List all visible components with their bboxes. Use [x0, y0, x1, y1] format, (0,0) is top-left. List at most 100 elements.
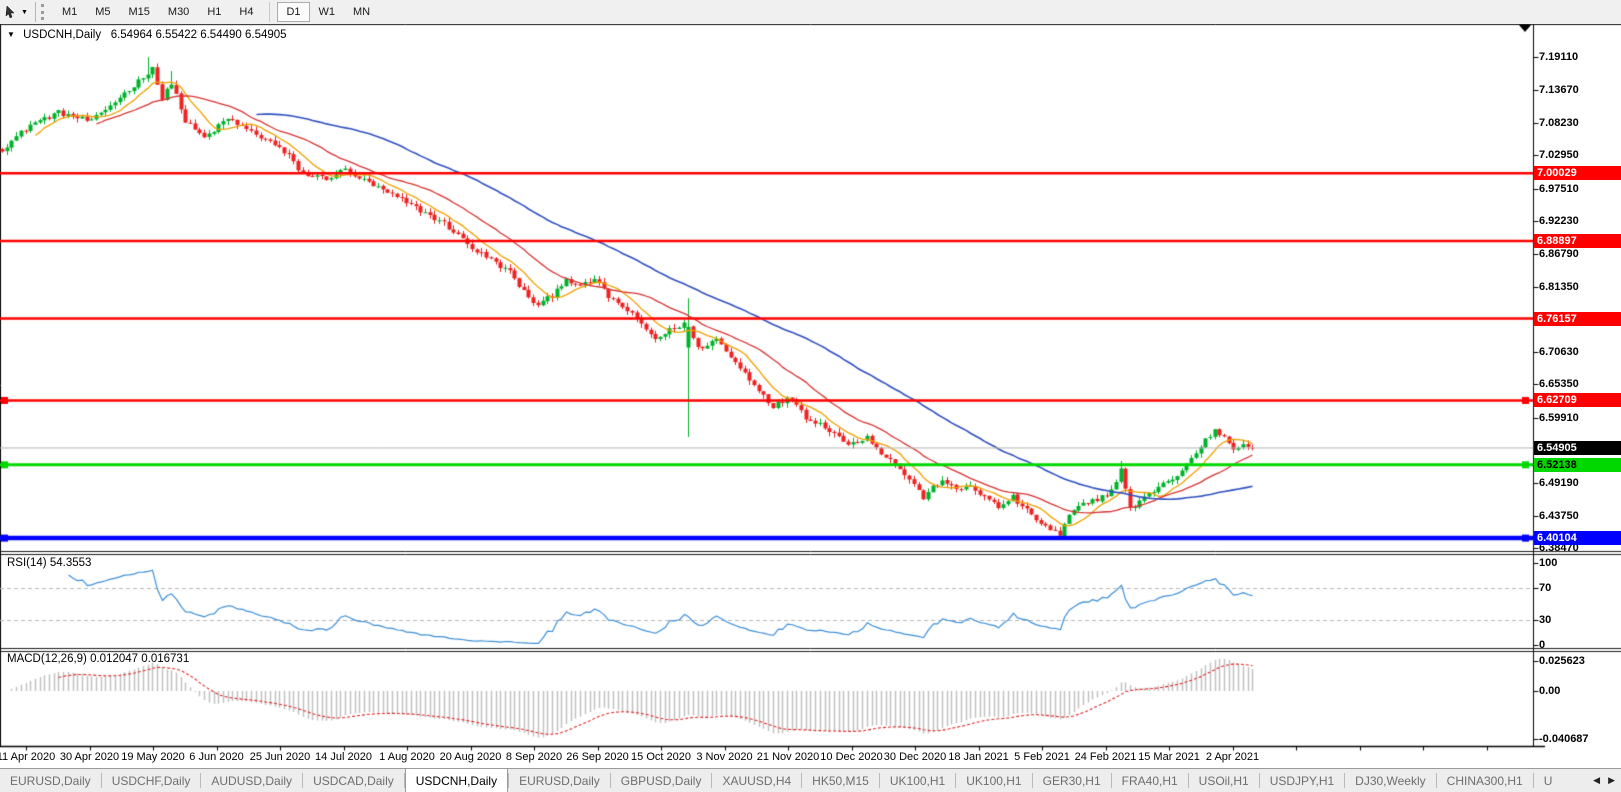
hline-price-tag[interactable]: 6.88897 [1534, 234, 1621, 248]
date-label: 24 Feb 2021 [1074, 751, 1137, 763]
date-label: 18 Jan 2021 [948, 751, 1009, 763]
price-tick-label: 7.08230 [1539, 117, 1579, 130]
chart-dropdown-icon[interactable]: ▼ [7, 30, 15, 39]
tab-item[interactable]: EURUSD,Daily [10, 773, 91, 788]
timeframe-button-mn[interactable]: MN [344, 2, 379, 22]
rsi-level-label: 70 [1539, 581, 1552, 594]
tab-divider [878, 773, 880, 788]
tab-divider [955, 773, 957, 788]
timeframe-button-m1[interactable]: M1 [53, 2, 86, 22]
price-tick-label: 6.49190 [1539, 476, 1579, 489]
toolbar-separator [34, 2, 36, 22]
date-label: 2 Apr 2021 [1205, 751, 1260, 763]
date-label: 30 Dec 2020 [883, 751, 947, 763]
macd-axis-label: 0.025623 [1539, 654, 1585, 667]
tab-item[interactable]: CHINA300,H1 [1446, 773, 1523, 788]
tab-item[interactable]: UK100,H1 [966, 773, 1022, 788]
date-label: 8 Sep 2020 [505, 751, 563, 763]
tab-item[interactable]: UK100,H1 [889, 773, 946, 788]
tab-divider [801, 773, 803, 788]
tab-divider [200, 773, 202, 788]
rsi-indicator-label: RSI(14) 54.3553 [7, 557, 92, 569]
price-tick-label: 6.86790 [1539, 247, 1579, 260]
tab-item[interactable]: GER30,H1 [1042, 773, 1101, 788]
price-tick-label: 6.97510 [1539, 182, 1579, 195]
price-tick-label: 7.02950 [1539, 149, 1579, 162]
timeframe-button-m30[interactable]: M30 [159, 2, 198, 22]
hline-price-tag[interactable]: 6.62709 [1534, 393, 1621, 408]
tab-item[interactable]: USOil,H1 [1198, 773, 1249, 788]
tabs-scroll-left-button[interactable]: ◀ [1593, 775, 1601, 785]
tab-divider [1344, 773, 1346, 788]
hline-price-tag[interactable]: 6.76157 [1534, 311, 1621, 326]
toolbar-grip[interactable] [40, 4, 47, 20]
timeframe-button-w1[interactable]: W1 [310, 2, 345, 22]
tab-item[interactable]: EURUSD,Daily [519, 773, 600, 788]
hline-price-tag[interactable]: 7.00029 [1534, 166, 1621, 181]
tab-divider [100, 773, 102, 788]
date-label: 21 Nov 2020 [756, 751, 820, 763]
rsi-level-label: 30 [1539, 614, 1552, 627]
price-tick-label: 6.92230 [1539, 214, 1579, 227]
tab-divider [1435, 773, 1437, 788]
date-label: 14 Jul 2020 [315, 751, 372, 763]
rsi-value: 54.3553 [49, 557, 92, 569]
tab-divider [609, 773, 611, 788]
tab-item[interactable]: DJ30,Weekly [1355, 773, 1426, 788]
macd-axis-label: 0.00 [1539, 685, 1561, 697]
tab-item[interactable]: USDJPY,H1 [1269, 773, 1335, 788]
tab-item[interactable]: USDCAD,Daily [313, 773, 394, 788]
hline-price-tag[interactable]: 6.40104 [1534, 531, 1621, 546]
timeframe-button-h4[interactable]: H4 [230, 2, 262, 22]
price-tick-label: 7.19110 [1539, 51, 1579, 64]
price-tick-label: 6.65350 [1539, 378, 1579, 391]
date-label: 1 Aug 2020 [379, 751, 435, 763]
tab-divider [1187, 773, 1189, 788]
price-tick-label: 6.43750 [1539, 509, 1579, 522]
hline-price-tag[interactable]: 6.52138 [1534, 457, 1621, 472]
cursor-tool-icon[interactable] [4, 5, 18, 19]
chart-ohlc-values: 6.54964 6.55422 6.54490 6.54905 [110, 29, 287, 41]
symbol-tab-bar: EURUSD,Daily USDCHF,Daily AUDUSD,Daily USDC… [0, 768, 1621, 792]
cursor-tool-caret-icon[interactable]: ▼ [21, 8, 28, 16]
price-tick-label: 6.81350 [1539, 280, 1579, 293]
tab-item[interactable]: HK50,M15 [812, 773, 869, 788]
timeframe-button-m5[interactable]: M5 [86, 2, 119, 22]
timeframe-button-h1[interactable]: H1 [198, 2, 230, 22]
tab-divider [1532, 773, 1534, 788]
date-label: 15 Mar 2021 [1138, 751, 1200, 763]
toolbar: ▼ M1 M5 M15 M30 H1 H4 D1 W1 MN [0, 0, 1621, 24]
tab-divider [508, 773, 510, 788]
date-label: 5 Feb 2021 [1014, 751, 1070, 763]
date-label: 11 Apr 2020 [0, 751, 56, 763]
tab-divider [1110, 773, 1112, 788]
tab-divider [1258, 773, 1260, 788]
price-tick-label: 7.13670 [1539, 84, 1579, 97]
timeframe-group-separator [262, 2, 271, 22]
tab-item[interactable]: GBPUSD,Daily [620, 773, 702, 788]
rsi-level-label: 100 [1539, 557, 1558, 569]
date-label: 6 Jun 2020 [189, 751, 244, 763]
current-price-tag: 6.54905 [1534, 440, 1621, 455]
timeframe-button-m15[interactable]: M15 [120, 2, 159, 22]
date-label: 3 Nov 2020 [696, 751, 753, 763]
macd-indicator-label: MACD(12,26,9) 0.012047 0.016731 [7, 653, 190, 665]
tab-item[interactable]: XAUUSD,H4 [722, 773, 792, 788]
tab-item[interactable]: U [1543, 773, 1553, 788]
tabs-scroll-right-button[interactable]: ▶ [1608, 775, 1615, 785]
tab-item[interactable]: AUDUSD,Daily [211, 773, 293, 788]
date-label: 30 Apr 2020 [59, 751, 120, 763]
macd-axis-label: -0.040687 [1539, 733, 1589, 746]
tab-item[interactable]: USDCHF,Daily [111, 773, 191, 788]
tab-divider [1031, 773, 1033, 788]
tab-divider [403, 773, 405, 788]
tab-item[interactable]: USDCNH,Daily [404, 769, 509, 792]
chart-title: ▼ USDCNH,Daily 6.54964 6.55422 6.54490 6… [7, 29, 287, 41]
tab-item[interactable]: FRA40,H1 [1121, 773, 1178, 788]
rsi-level-label: 0 [1539, 639, 1546, 651]
date-label: 15 Oct 2020 [631, 751, 691, 763]
date-label: 20 Aug 2020 [439, 751, 502, 763]
tab-divider [711, 773, 713, 788]
timeframe-button-d1[interactable]: D1 [277, 2, 310, 22]
